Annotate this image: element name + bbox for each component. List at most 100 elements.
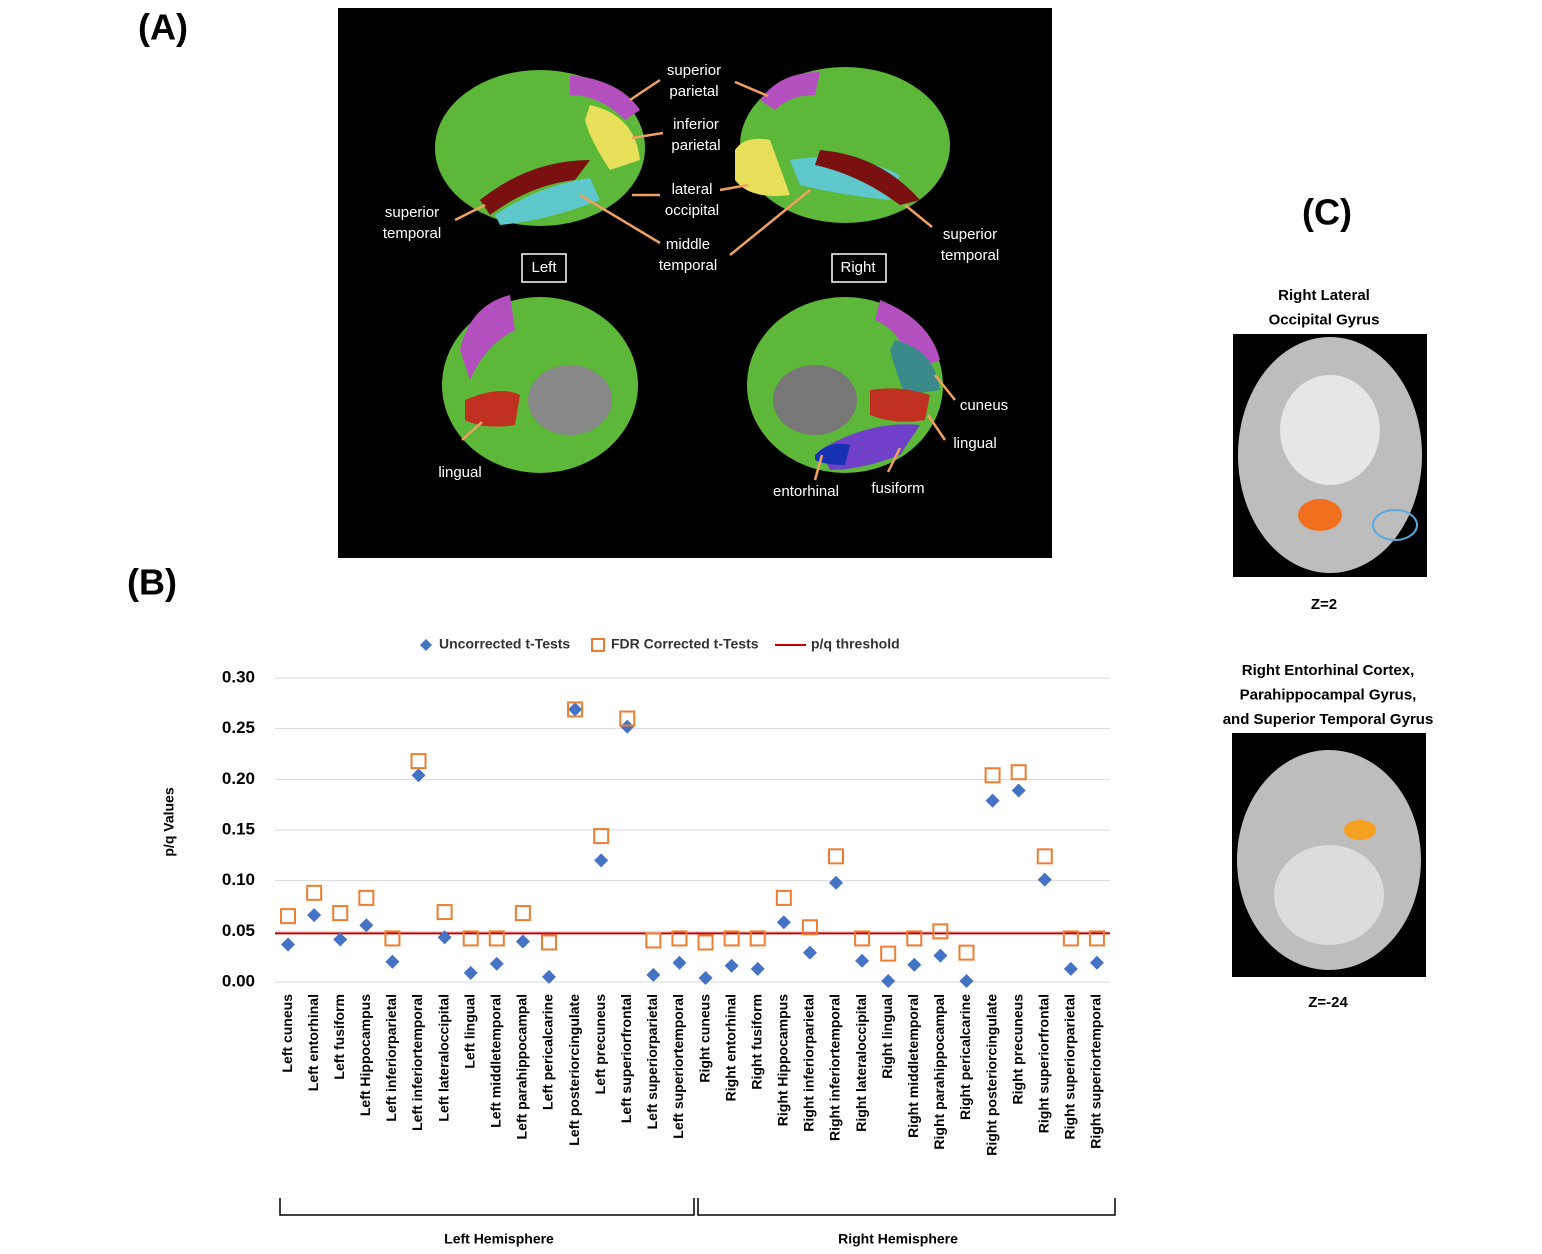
uncorrected-marker	[855, 953, 870, 968]
uncorrected-marker	[541, 969, 556, 984]
y-tick-label: 0.00	[222, 971, 255, 990]
slice-activation	[1298, 499, 1342, 531]
brain-annotation: parietal	[671, 137, 720, 154]
fdr-marker	[514, 905, 531, 922]
x-tick-label: Left fusiform	[331, 994, 347, 1080]
uncorrected-marker	[1011, 783, 1026, 798]
x-tick-label: Right middletemporal	[905, 994, 921, 1138]
brain-left-lateral	[435, 70, 645, 226]
brain-annotation: temporal	[659, 257, 717, 274]
y-tick-label: 0.05	[222, 921, 255, 940]
fdr-marker	[280, 908, 297, 925]
uncorrected-marker	[568, 702, 583, 717]
x-tick-label: Left cuneus	[279, 994, 295, 1073]
x-tick-label: Left posteriorcingulate	[566, 994, 582, 1146]
uncorrected-marker	[750, 961, 765, 976]
slice-label: Z=-24	[1308, 994, 1348, 1011]
x-tick-label: Left inferiortemporal	[409, 994, 425, 1131]
fdr-marker	[306, 884, 323, 901]
x-tick-label: Left parahippocampal	[514, 994, 530, 1139]
fdr-marker	[436, 904, 453, 921]
x-tick-label: Right superiorfrontal	[1035, 994, 1051, 1133]
x-tick-label: Left pericalcarine	[540, 994, 556, 1110]
x-tick-label: Right superiortemporal	[1088, 994, 1104, 1149]
brain-annotation: lateral	[672, 181, 713, 198]
brain-annotation: Left	[531, 259, 557, 276]
slice-title: Parahippocampal Gyrus,	[1240, 686, 1417, 703]
fdr-marker	[697, 934, 714, 951]
fdr-marker	[645, 932, 662, 949]
slice-title: and Superior Temporal Gyrus	[1223, 711, 1434, 728]
x-tick-label: Right cuneus	[696, 994, 712, 1083]
brain-annotation: superior	[943, 226, 997, 243]
legend-marker	[420, 639, 432, 651]
hemisphere-brackets	[279, 1198, 1116, 1216]
brain-annotation: Right	[840, 259, 876, 276]
x-tick-label: Left lateraloccipital	[435, 994, 451, 1122]
fdr-marker	[880, 945, 897, 962]
uncorrected-marker	[411, 768, 426, 783]
x-tick-label: Left superiorparietal	[644, 994, 660, 1129]
x-tick-label: Left middletemporal	[488, 994, 504, 1128]
fdr-marker	[1088, 930, 1105, 947]
uncorrected-marker	[333, 932, 348, 947]
brain-annotation: cuneus	[960, 397, 1008, 414]
uncorrected-marker	[646, 967, 661, 982]
fdr-marker	[671, 930, 688, 947]
uncorrected-marker	[307, 908, 322, 923]
y-tick-label: 0.15	[222, 819, 255, 838]
x-tick-label: Right Hippocampus	[775, 994, 791, 1126]
slice-cerebellum	[1274, 845, 1384, 945]
brain-annotation: inferior	[673, 116, 719, 133]
uncorrected-marker	[489, 956, 504, 971]
uncorrected-marker	[463, 965, 478, 980]
y-tick-label: 0.25	[222, 718, 255, 737]
x-tick-label: Right entorhinal	[722, 994, 738, 1101]
slice-label: Z=2	[1311, 596, 1337, 613]
fdr-marker	[1062, 930, 1079, 947]
x-tick-label: Right precuneus	[1009, 994, 1025, 1105]
slice-highlight	[1372, 509, 1418, 541]
x-tick-label: Right inferiorparietal	[801, 994, 817, 1132]
uncorrected-marker	[620, 719, 635, 734]
legend-marker	[591, 638, 605, 652]
brain-annotation: temporal	[383, 225, 441, 242]
brain-annotation: lingual	[953, 435, 996, 452]
brain-right-medial	[747, 297, 943, 473]
x-tick-label: Left inferiorparietal	[383, 994, 399, 1122]
x-tick-label: Left superiortemporal	[670, 994, 686, 1139]
x-tick-label: Right inferiortemporal	[827, 994, 843, 1141]
fdr-marker	[593, 828, 610, 845]
fdr-marker	[984, 767, 1001, 784]
uncorrected-marker	[698, 970, 713, 985]
legend-label: p/q threshold	[811, 636, 900, 652]
panel-a-background	[338, 8, 1052, 558]
fdr-marker	[567, 701, 584, 718]
right-box	[831, 253, 887, 283]
fdr-marker	[488, 930, 505, 947]
uncorrected-marker	[672, 955, 687, 970]
brain-left-medial	[442, 295, 638, 473]
slice-title: Occipital Gyrus	[1269, 311, 1380, 328]
brain-annotation: fusiform	[871, 480, 924, 497]
brain-annotation: temporal	[941, 247, 999, 264]
x-tick-label: Right parahippocampal	[931, 994, 947, 1150]
panel-label: (C)	[1302, 192, 1352, 233]
fdr-marker	[410, 753, 427, 770]
brain-annotation: entorhinal	[773, 483, 839, 500]
fdr-marker	[462, 930, 479, 947]
x-tick-label: Left precuneus	[592, 994, 608, 1095]
x-tick-label: Left lingual	[461, 994, 477, 1069]
y-tick-label: 0.10	[222, 870, 255, 889]
uncorrected-marker	[515, 934, 530, 949]
brain-annotation: occipital	[665, 202, 719, 219]
y-axis-label: p/q Values	[161, 787, 177, 856]
uncorrected-marker	[1063, 961, 1078, 976]
fdr-marker	[1010, 764, 1027, 781]
uncorrected-marker	[985, 793, 1000, 808]
slice-title: Right Entorhinal Cortex,	[1242, 662, 1415, 679]
x-tick-label: Right lateraloccipital	[853, 994, 869, 1132]
x-tick-label: Right superiorparietal	[1062, 994, 1078, 1139]
panel-label: (A)	[138, 7, 188, 48]
fdr-marker	[358, 889, 375, 906]
